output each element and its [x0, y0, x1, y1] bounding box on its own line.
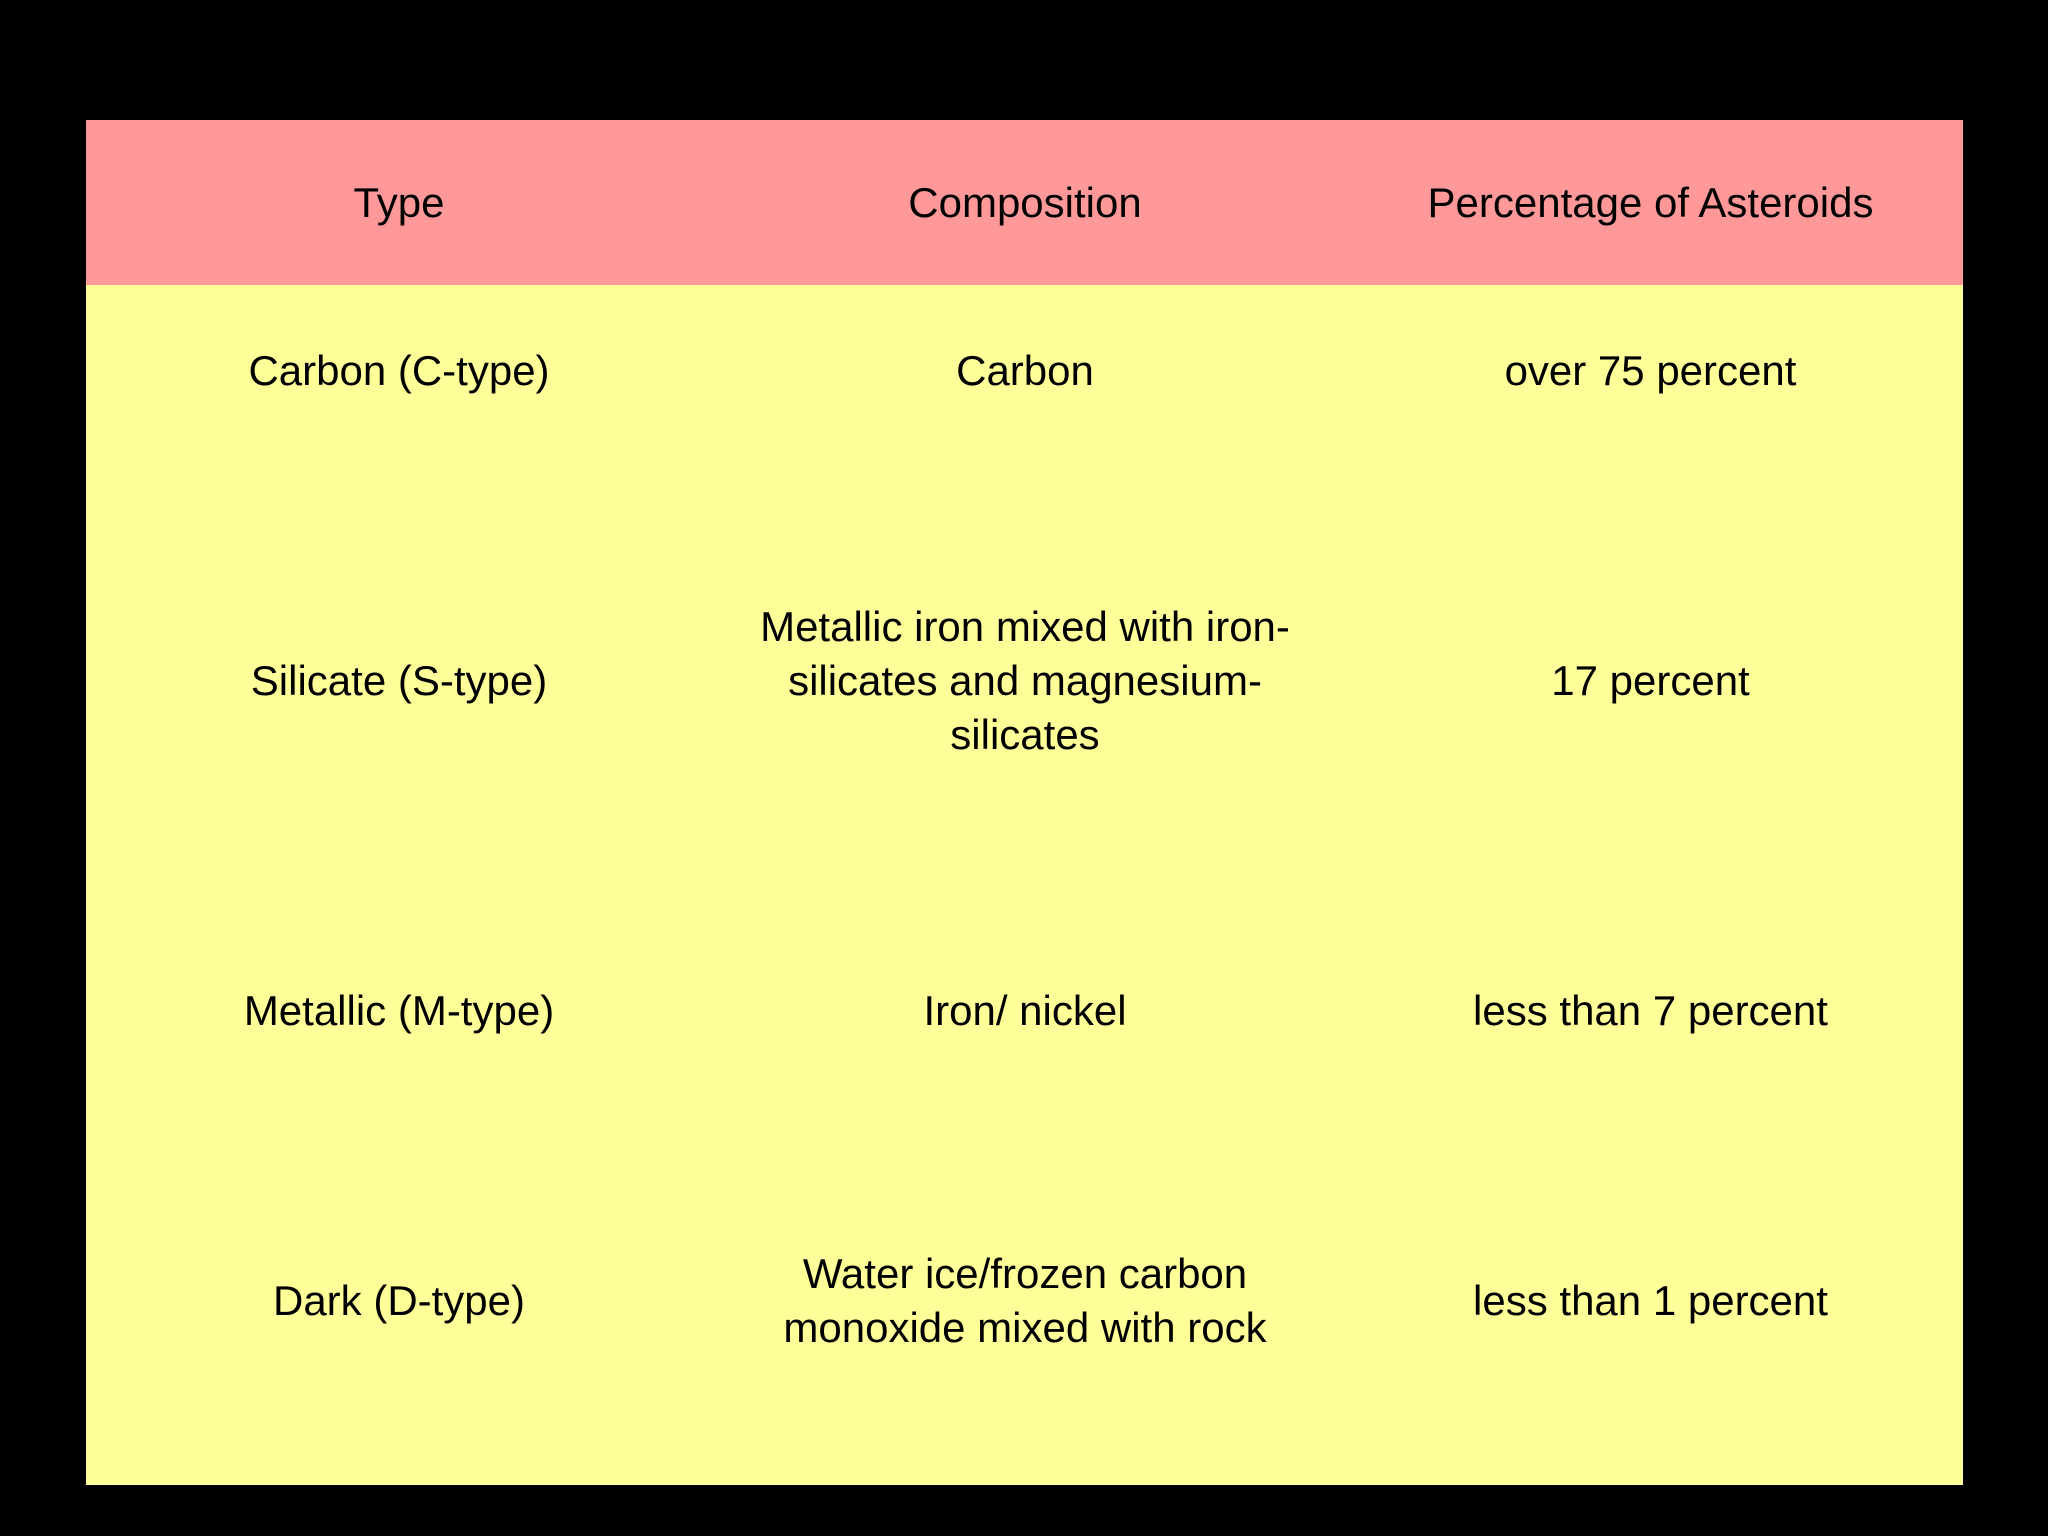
cell-percentage: 17 percent: [1551, 657, 1750, 704]
cell-composition: Iron/ nickel: [923, 987, 1127, 1034]
cell-percentage: less than 1 percent: [1473, 1277, 1828, 1324]
cell-type: Dark (D-type): [272, 1277, 526, 1324]
header-type: Type: [353, 178, 445, 226]
header-percentage: Percentage of Asteroids: [1427, 178, 1874, 226]
cell-type: Metallic (M-type): [243, 987, 555, 1034]
cell-type: Carbon (C-type): [248, 347, 550, 394]
cell-type: Silicate (S-type): [250, 657, 548, 704]
cell-composition: Metallic iron mixed with iron-silicates …: [760, 603, 1290, 758]
cell-percentage: over 75 percent: [1504, 347, 1797, 394]
cell-composition: Water ice/frozen carbon monoxide mixed w…: [783, 1250, 1267, 1351]
table-header-row: Type Composition Percentage of Asteroids: [86, 120, 1963, 285]
header-composition: Composition: [908, 178, 1142, 226]
cell-composition: Carbon: [956, 347, 1094, 394]
asteroid-types-table: Type Composition Percentage of Asteroids…: [86, 120, 1963, 1485]
cell-percentage: less than 7 percent: [1473, 987, 1828, 1034]
